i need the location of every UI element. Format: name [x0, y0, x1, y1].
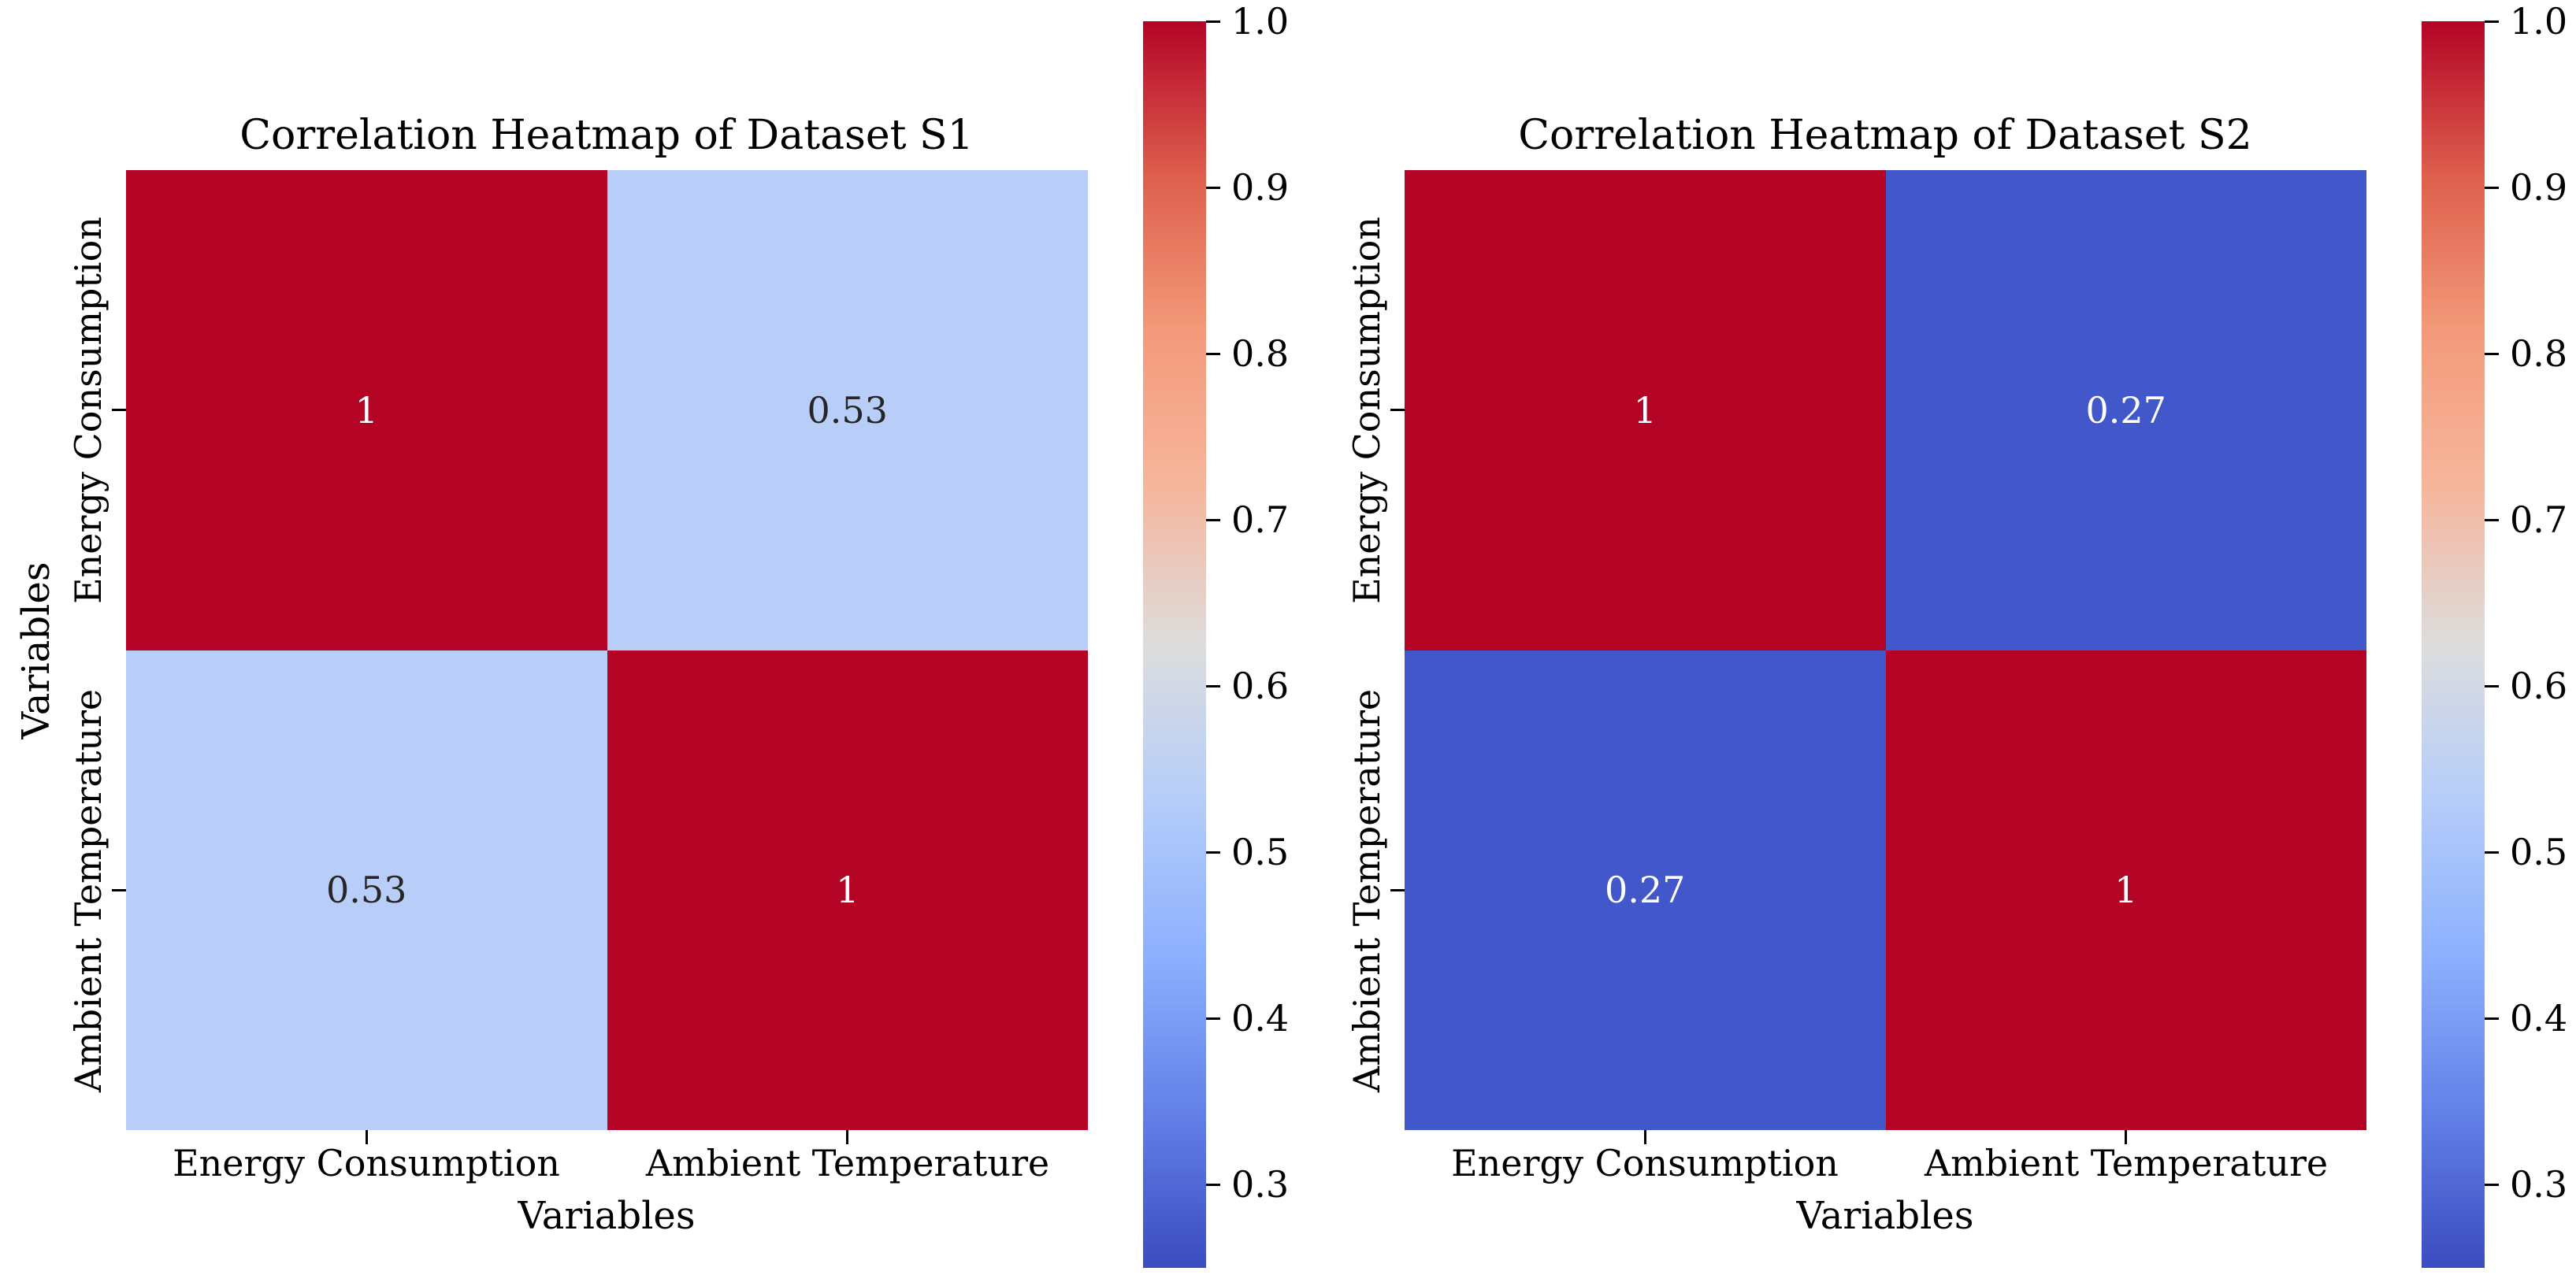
colorbar-tick-mark [1206, 519, 1220, 521]
heatmap-cell: 0.27 [1885, 170, 2366, 650]
colorbar-tick-mark [1206, 20, 1220, 23]
colorbar-tick-mark [1206, 851, 1220, 854]
cell-annotation: 1 [1633, 388, 1657, 432]
colorbar-tick-mark [2485, 20, 2499, 23]
colorbar-tick-mark [1206, 1017, 1220, 1020]
colorbar-tick-mark [2485, 1017, 2499, 1020]
y-tick-mark [1390, 889, 1405, 891]
x-tick-label: Ambient Temperature [1924, 1142, 2329, 1184]
y-tick-label: Ambient Temperature [1346, 688, 1388, 1093]
heatmap-cell: 0.53 [126, 650, 607, 1130]
plot-title: Correlation Heatmap of Dataset S2 [1518, 112, 2252, 159]
cell-annotation: 0.27 [1605, 869, 1686, 912]
colorbar-tick-mark [2485, 187, 2499, 189]
heatmap-cell: 1 [607, 650, 1088, 1130]
colorbar-tick-mark [2485, 851, 2499, 854]
x-tick-mark [1644, 1130, 1646, 1144]
y-tick-label: Energy Consumption [1346, 217, 1388, 604]
colorbar-tick-label: 1.0 [2510, 0, 2568, 43]
colorbar-tick-label: 0.7 [2510, 498, 2568, 541]
cell-annotation: 0.53 [326, 869, 407, 912]
colorbar-tick-label: 0.9 [2510, 166, 2568, 209]
cell-annotation: 0.27 [2085, 388, 2166, 432]
colorbar-tick-mark [2485, 1184, 2499, 1186]
heatmap-cell: 1 [1405, 170, 1886, 650]
x-tick-label: Energy Consumption [1451, 1142, 1839, 1184]
colorbar-tick-label: 0.6 [2510, 665, 2568, 707]
colorbar-tick-label: 0.4 [2510, 997, 2568, 1040]
colorbar-tick-label: 0.6 [1231, 665, 1290, 707]
colorbar-tick-label: 0.3 [1231, 1163, 1290, 1206]
colorbar-tick-label: 0.5 [1231, 831, 1290, 873]
plot-title: Correlation Heatmap of Dataset S1 [239, 112, 974, 159]
cell-annotation: 1 [836, 869, 859, 912]
colorbar-gradient [2422, 21, 2485, 1268]
colorbar-tick-label: 0.9 [1231, 166, 1290, 209]
colorbar-tick-label: 0.5 [2510, 831, 2568, 873]
colorbar-tick-label: 0.7 [1231, 498, 1290, 541]
x-axis-label: Variables [1796, 1194, 1974, 1238]
colorbar-tick-label: 0.8 [2510, 332, 2568, 375]
heatmap-cell: 1 [126, 170, 607, 650]
colorbar-tick-label: 0.3 [2510, 1163, 2568, 1206]
colorbar-tick-mark [1206, 1184, 1220, 1186]
heatmap-panel-s2: Correlation Heatmap of Dataset S2 Energy… [1279, 0, 2576, 1286]
y-tick-mark [1390, 409, 1405, 411]
colorbar-tick-mark [1206, 353, 1220, 355]
colorbar-tick-mark [2485, 685, 2499, 687]
heatmap-cell: 0.53 [607, 170, 1088, 650]
colorbar-tick-mark [1206, 685, 1220, 687]
y-tick-label: Ambient Temperature [67, 688, 109, 1093]
x-tick-mark [2125, 1130, 2127, 1144]
colorbar: 1.0 0.9 0.8 0.7 0.6 0.5 0.4 0.3 [2422, 3, 2567, 1268]
colorbar-tick-mark [2485, 353, 2499, 355]
colorbar-tick-mark [2485, 519, 2499, 521]
colorbar-gradient [1143, 21, 1206, 1268]
cell-annotation: 1 [2114, 869, 2138, 912]
cell-annotation: 0.53 [807, 388, 888, 432]
x-tick-label: Ambient Temperature [645, 1142, 1050, 1184]
heatmap-panel-s1: Correlation Heatmap of Dataset S1 Variab… [14, 3, 1289, 1268]
x-tick-mark [846, 1130, 848, 1144]
heatmap-grid: 1 0.27 0.27 1 [1405, 170, 2366, 1130]
y-tick-mark [112, 409, 126, 411]
colorbar: 1.0 0.9 0.8 0.7 0.6 0.5 0.4 0.3 [1143, 3, 1289, 1268]
heatmap-grid: 1 0.53 0.53 1 [126, 170, 1088, 1130]
y-tick-label: Energy Consumption [67, 217, 109, 604]
x-tick-label: Energy Consumption [173, 1142, 560, 1184]
colorbar-tick-mark [1206, 187, 1220, 189]
y-tick-mark [112, 889, 126, 891]
colorbar-tick-label: 0.4 [1231, 997, 1290, 1040]
colorbar-tick-label: 1.0 [1231, 0, 1290, 43]
x-tick-mark [366, 1130, 368, 1144]
x-axis-label: Variables [518, 1194, 696, 1238]
colorbar-tick-label: 0.8 [1231, 332, 1290, 375]
heatmap-cell: 0.27 [1405, 650, 1886, 1130]
y-axis-label: Variables [14, 561, 58, 739]
cell-annotation: 1 [354, 388, 378, 432]
heatmap-cell: 1 [1885, 650, 2366, 1130]
